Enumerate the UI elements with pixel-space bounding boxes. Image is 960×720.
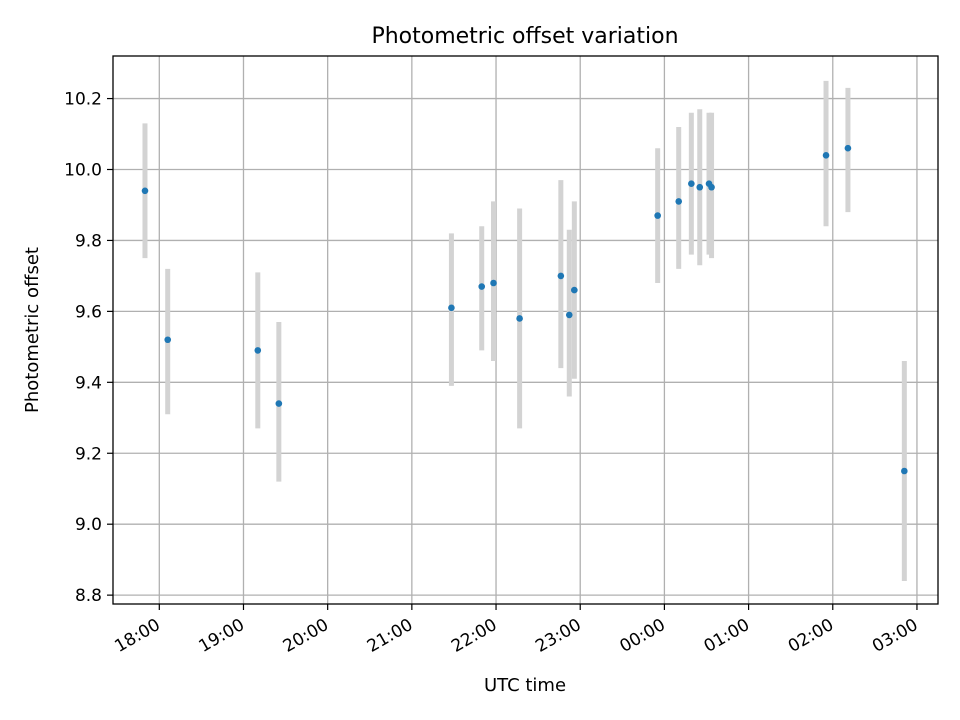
chart-title: Photometric offset variation bbox=[371, 24, 678, 49]
y-tick-label: 10.2 bbox=[64, 90, 102, 110]
x-axis-label: UTC time bbox=[484, 675, 566, 696]
y-tick-label: 9.6 bbox=[75, 302, 102, 322]
data-point bbox=[696, 183, 704, 191]
data-point bbox=[844, 144, 852, 152]
data-point bbox=[901, 467, 908, 475]
data-point bbox=[708, 183, 715, 191]
plot-frame bbox=[112, 55, 939, 605]
data-point bbox=[141, 187, 149, 195]
data-point bbox=[571, 286, 578, 294]
grid bbox=[113, 56, 938, 604]
data-point bbox=[448, 304, 455, 312]
data-points bbox=[141, 144, 908, 475]
data-point bbox=[557, 272, 565, 280]
y-tick-label: 9.2 bbox=[75, 444, 102, 464]
y-tick-label: 9.0 bbox=[75, 515, 102, 535]
y-axis-label: Photometric offset bbox=[22, 247, 43, 413]
data-point bbox=[565, 311, 573, 319]
data-point bbox=[490, 279, 497, 287]
data-point bbox=[164, 336, 172, 344]
y-tick-label: 9.4 bbox=[75, 373, 102, 393]
y-axis-ticks: 8.8 9.0 9.2 9.4 9.6 9.8 10.0 10.2 bbox=[64, 90, 113, 606]
data-point bbox=[822, 152, 830, 159]
data-point bbox=[275, 400, 283, 407]
data-point bbox=[688, 180, 695, 187]
data-point bbox=[478, 283, 486, 290]
data-point bbox=[254, 347, 262, 354]
data-point bbox=[654, 212, 661, 219]
y-tick-label: 9.8 bbox=[75, 231, 102, 251]
data-point bbox=[516, 315, 523, 322]
y-tick-label: 10.0 bbox=[64, 161, 102, 181]
data-point bbox=[675, 198, 683, 205]
y-tick-label: 8.8 bbox=[75, 586, 102, 606]
